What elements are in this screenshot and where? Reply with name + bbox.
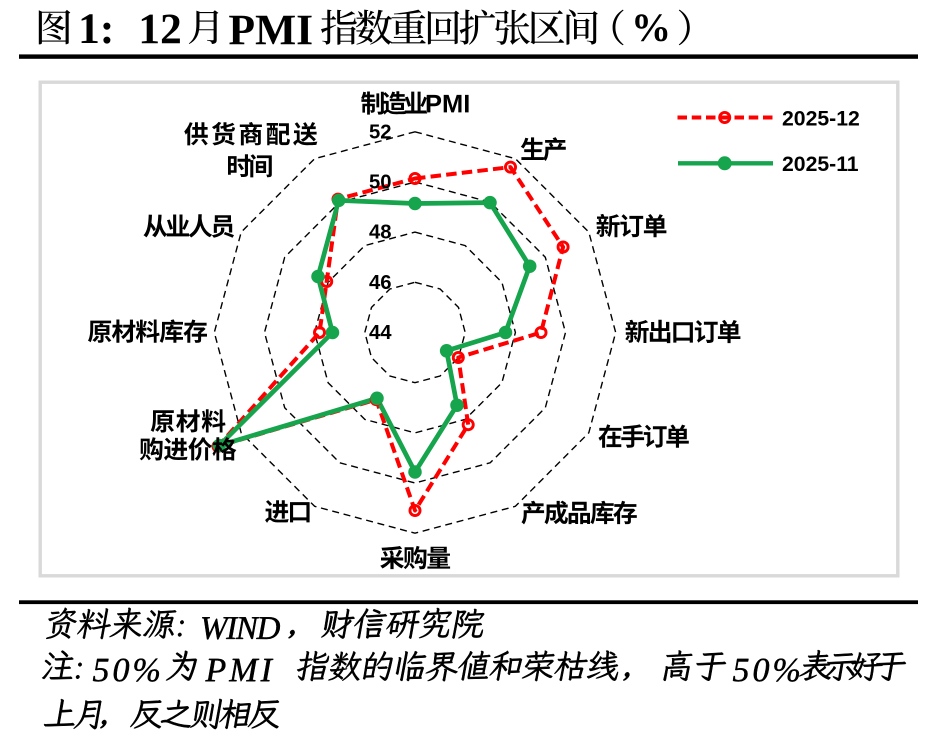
svg-text:2025-11: 2025-11 [782, 153, 859, 176]
svg-text:50: 50 [369, 172, 392, 194]
svg-text:52: 52 [369, 121, 392, 143]
svg-text:46: 46 [369, 272, 392, 294]
svg-text:2025-12: 2025-12 [782, 107, 860, 130]
svg-text:44: 44 [369, 322, 392, 344]
svg-text:48: 48 [369, 222, 392, 244]
